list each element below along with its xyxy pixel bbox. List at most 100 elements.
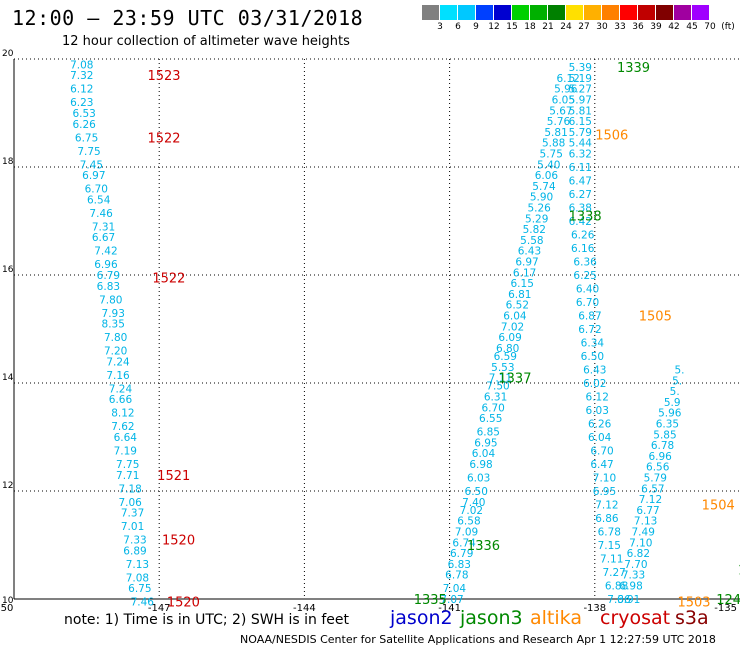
- wave-height-value: 6.47: [569, 176, 592, 188]
- legend-label: 36: [632, 22, 644, 32]
- wave-height-value: 7.31: [92, 221, 115, 233]
- wave-height-value: 6.04: [503, 311, 527, 323]
- wave-height-value: 5.26: [527, 203, 551, 215]
- wave-height-value: 6.85: [477, 427, 500, 439]
- pass-time-label: 1503: [677, 596, 710, 611]
- wave-height-value: 7.33: [123, 535, 146, 547]
- wave-height-value: 7.24: [109, 383, 133, 395]
- wave-height-value: 6.11: [569, 162, 592, 174]
- legend-swatch: [548, 5, 565, 20]
- wave-height-value: 6.15: [569, 116, 592, 128]
- pass-time-label: 1336: [467, 539, 500, 554]
- wave-height-value: 6.88: [605, 581, 628, 593]
- wave-height-value: 6.56: [646, 462, 670, 474]
- wave-height-value: 5.81: [544, 127, 567, 139]
- legend-label: 15: [506, 22, 518, 32]
- wave-height-value: 7.08: [70, 59, 93, 71]
- wave-height-value: 5.67: [549, 105, 572, 117]
- wave-height-value: 6.03: [586, 405, 609, 417]
- wave-height-value: 7.46: [89, 208, 113, 220]
- wave-height-value: 6.96: [94, 259, 118, 271]
- wave-height-value: 7.24: [106, 356, 130, 368]
- wave-height-value: 5.81: [569, 105, 592, 117]
- wave-height-value: 6.70: [85, 184, 108, 196]
- legend-swatch: [638, 5, 655, 20]
- legend-label: 6: [455, 22, 461, 32]
- wave-height-value: 7.20: [104, 346, 127, 358]
- wave-height-value: 6.55: [479, 413, 502, 425]
- legend-label: 3: [437, 22, 443, 32]
- wave-height-value: 7.11: [489, 373, 512, 385]
- pass-time-label: 1520: [162, 534, 195, 549]
- wave-height-value: 7.45: [80, 159, 103, 171]
- y-tick-label: 20: [2, 49, 14, 59]
- satellite-cryosat: cryosat: [600, 607, 671, 629]
- wave-height-value: 6.35: [656, 419, 679, 431]
- wave-height-value: 6.04: [472, 448, 496, 460]
- wave-height-value: 7.06: [118, 497, 142, 509]
- pass-time-label: 1505: [639, 310, 672, 325]
- wave-height-value: 5.79: [644, 473, 667, 485]
- satellite-s3a: s3a: [675, 607, 709, 629]
- wave-height-value: 6.75: [128, 583, 151, 595]
- wave-height-value: 5.: [672, 375, 682, 387]
- pass-time-label: 1521: [157, 469, 190, 484]
- wave-height-value: 6.54: [87, 194, 111, 206]
- legend-swatch: [566, 5, 583, 20]
- wave-height-value: 6.09: [498, 332, 521, 344]
- wave-height-value: 5.9: [664, 397, 681, 409]
- x-tick-label: -147: [148, 603, 171, 614]
- legend-label: (ft): [721, 22, 735, 32]
- wave-height-value: 7.02: [460, 505, 483, 517]
- legend-label: 30: [596, 22, 608, 32]
- wave-height-value: 7.80: [104, 332, 127, 344]
- x-tick-label: -135: [714, 603, 737, 614]
- wave-height-value: 7.42: [94, 246, 117, 258]
- wave-height-value: 6.43: [583, 365, 606, 377]
- legend-label: 18: [524, 22, 536, 32]
- wave-height-value: 7.08: [126, 572, 149, 584]
- wave-height-value: 6.95: [474, 437, 497, 449]
- wave-height-value: 6.52: [506, 300, 529, 312]
- x-tick-label: -150: [0, 603, 13, 614]
- wave-height-value: 6.91: [617, 594, 640, 606]
- wave-height-value: 6.83: [97, 281, 120, 293]
- wave-height-value: 7.50: [486, 381, 509, 393]
- wave-height-value: 7.11: [600, 554, 623, 566]
- pass-time-label: 1523: [147, 69, 180, 84]
- legend-swatch: [692, 5, 709, 20]
- wave-height-value: 5.96: [658, 408, 682, 420]
- wave-height-value: 6.23: [70, 97, 93, 109]
- wave-height-value: 6.12: [70, 84, 93, 96]
- pass-time-label: 1522: [147, 131, 180, 146]
- wave-height-value: 7.19: [114, 446, 137, 458]
- y-tick-label: 12: [2, 481, 13, 491]
- wave-height-value: 7.15: [598, 540, 621, 552]
- wave-height-value: 6.81: [508, 289, 531, 301]
- legend-swatch: [602, 5, 619, 20]
- satellite-jason2: jason2: [390, 607, 453, 629]
- wave-height-value: 6.66: [109, 394, 133, 406]
- wave-height-value: 5.44: [569, 138, 593, 150]
- wave-height-value: 5.79: [569, 127, 592, 139]
- legend-swatch: [494, 5, 511, 20]
- wave-height-value: 6.64: [114, 432, 138, 444]
- wave-height-value: 6.17: [513, 267, 536, 279]
- wave-height-value: 6.70: [576, 297, 599, 309]
- legend-label: 33: [614, 22, 626, 32]
- wave-height-value: 6.78: [598, 527, 621, 539]
- wave-height-value: 6.16: [571, 243, 595, 255]
- wave-height-value: 5.97: [569, 95, 592, 107]
- legend-swatch: [656, 5, 673, 20]
- wave-height-value: 7.32: [70, 70, 93, 82]
- wave-height-value: 7.40: [462, 497, 485, 509]
- wave-height-value: 6.95: [593, 486, 616, 498]
- wave-height-value: 7.10: [593, 473, 616, 485]
- wave-height-value: 7.04: [443, 583, 467, 595]
- wave-height-value: 6.03: [467, 473, 490, 485]
- wave-height-value: 6.57: [641, 483, 664, 495]
- pass-time-label: 1522: [152, 272, 185, 287]
- wave-height-value: 6.31: [484, 392, 507, 404]
